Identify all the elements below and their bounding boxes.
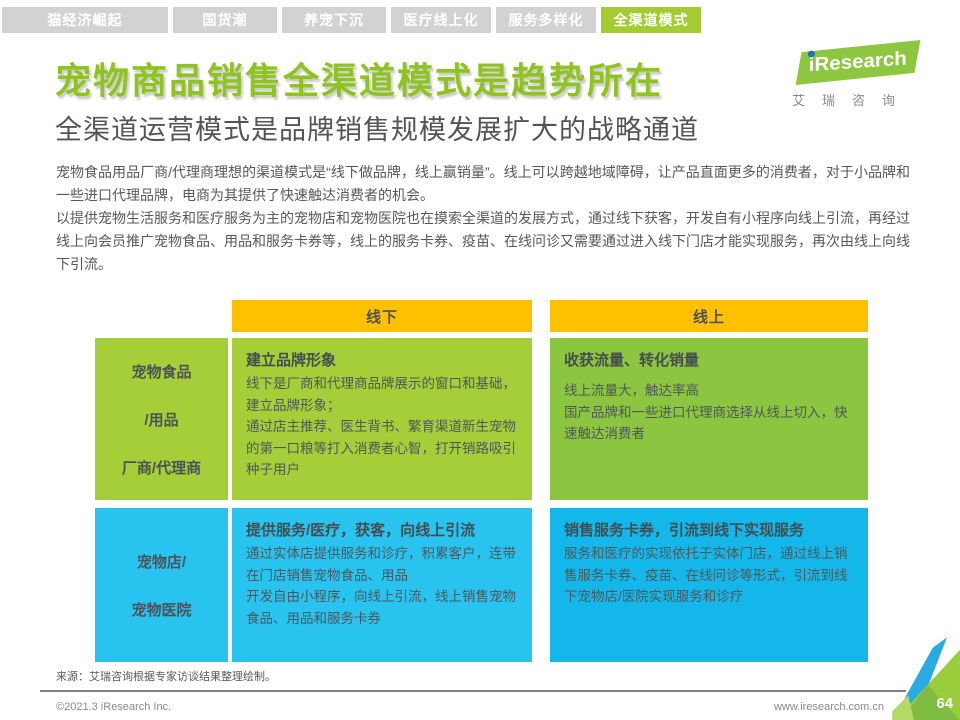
- corner-decoration: 64: [888, 632, 960, 720]
- cell-manufacturers-offline: 建立品牌形象 线下是厂商和代理商品牌展示的窗口和基础，建立品牌形象； 通过店主推…: [232, 338, 532, 500]
- website-link[interactable]: www.iresearch.com.cn: [773, 701, 884, 713]
- row-label-petstores: 宠物店/ 宠物医院: [95, 508, 228, 662]
- row-label-line: 厂商/代理商: [121, 459, 202, 477]
- row-label-line: 宠物医院: [131, 601, 192, 619]
- cell-title: 销售服务卡券，引流到线下实现服务: [564, 522, 805, 539]
- cell-petstores-online: 销售服务卡券，引流到线下实现服务 服务和医疗的实现依托于实体门店，通过线上销售服…: [550, 508, 868, 662]
- iresearch-logo: iResearch 艾瑞咨询: [786, 40, 926, 109]
- copyright-text: ©2021.3 iResearch Inc.: [56, 701, 172, 713]
- cell-body: 服务和医疗的实现依托于实体门店，通过线上销售服务卡券、疫苗、在线问诊等形式，引流…: [564, 546, 848, 605]
- intro-text: 宠物食品用品厂商/代理商理想的渠道模式是“线下做品牌，线上赢销量”。线上可以跨越…: [56, 161, 910, 276]
- tab-pet-sinking[interactable]: 养宠下沉: [282, 7, 386, 33]
- iresearch-logo-text: iResearch: [808, 47, 908, 77]
- cell-body: 通过实体店提供服务和诊疗，积累客户，连带在门店销售宠物食品、用品: [246, 546, 516, 583]
- cell-body: 通过店主推荐、医生背书、繁育渠道新生宠物的第一口粮等打入消费者心智，打开销路吸引…: [246, 419, 516, 478]
- column-header-offline: 线下: [232, 300, 532, 332]
- cell-manufacturers-online: 收获流量、转化销量 线上流量大，触达率高 国产品牌和一些进口代理商选择从线上切入…: [550, 338, 868, 500]
- page-title: 宠物商品销售全渠道模式是趋势所在: [55, 60, 664, 101]
- cell-petstores-offline: 提供服务/医疗，获客，向线上引流 通过实体店提供服务和诊疗，积累客户，连带在门店…: [232, 508, 532, 662]
- cell-title: 收获流量、转化销量: [564, 352, 700, 369]
- row-label-line: /用品: [144, 411, 179, 429]
- footer-divider: [40, 690, 906, 692]
- cell-title: 建立品牌形象: [246, 352, 337, 369]
- tab-medical-online[interactable]: 医疗线上化: [391, 7, 491, 33]
- iresearch-logo-chinese: 艾瑞咨询: [792, 93, 913, 108]
- intro-paragraph-1: 宠物食品用品厂商/代理商理想的渠道模式是“线下做品牌，线上赢销量”。线上可以跨越…: [56, 164, 910, 203]
- cell-body: 线下是厂商和代理商品牌展示的窗口和基础，建立品牌形象；: [246, 376, 516, 413]
- intro-paragraph-2: 以提供宠物生活服务和医疗服务为主的宠物店和宠物医院也在摸索全渠道的发展方式，通过…: [56, 210, 910, 272]
- row-label-manufacturers: 宠物食品 /用品 厂商/代理商: [95, 338, 228, 500]
- source-note: 来源：艾瑞咨询根据专家访谈结果整理绘制。: [56, 671, 276, 683]
- page-subtitle: 全渠道运营模式是品牌销售规模发展扩大的战略通道: [55, 115, 699, 145]
- topic-tab-bar: 猫经济崛起 国货潮 养宠下沉 医疗线上化 服务多样化 全渠道模式: [2, 7, 701, 33]
- tab-omnichannel-active[interactable]: 全渠道模式: [601, 7, 701, 33]
- cell-body: 国产品牌和一些进口代理商选择从线上切入，快速触达消费者: [564, 404, 848, 442]
- tab-domestic-brands[interactable]: 国货潮: [173, 7, 277, 33]
- tab-service-diversity[interactable]: 服务多样化: [496, 7, 596, 33]
- page-number: 64: [936, 695, 953, 712]
- tab-cat-economy[interactable]: 猫经济崛起: [2, 7, 168, 33]
- logo-i-dot-icon: i: [808, 54, 815, 77]
- column-header-online: 线上: [550, 300, 868, 332]
- row-label-line: 宠物店/: [136, 553, 187, 571]
- cell-body: 线上流量大，触达率高: [564, 383, 699, 398]
- row-label-line: 宠物食品: [131, 363, 192, 381]
- iresearch-logo-shape: iResearch: [795, 40, 921, 85]
- cell-body: 开发自由小程序，向线上引流，线上销售宠物食品、用品和服务卡券: [246, 589, 516, 626]
- cell-title: 提供服务/医疗，获客，向线上引流: [246, 522, 476, 539]
